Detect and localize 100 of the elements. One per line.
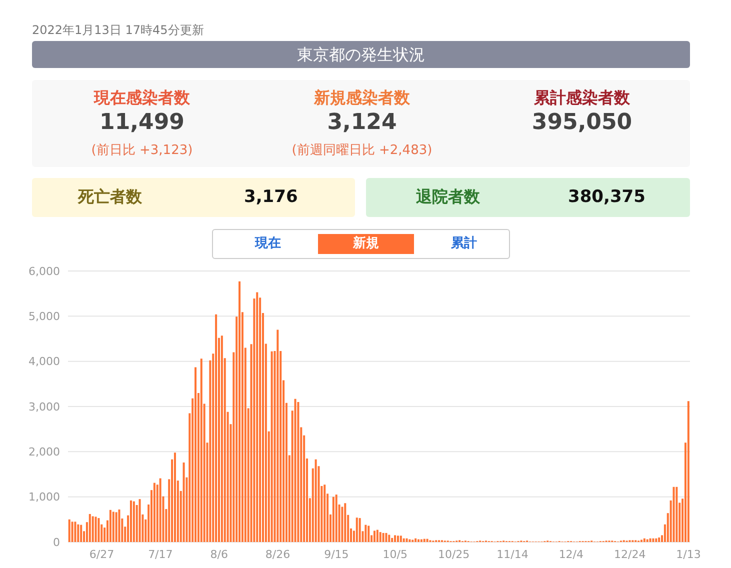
text: 新規 (318, 234, 414, 254)
bar (115, 512, 118, 542)
bar (194, 367, 197, 542)
bar (294, 398, 296, 542)
text: 380,375 (568, 187, 646, 207)
x-tick-label: 9/15 (324, 548, 349, 561)
bar (109, 510, 112, 542)
bar (649, 538, 652, 542)
bar (270, 351, 273, 542)
text: 11,499 (98, 110, 186, 135)
text: (前週同曜日比 +2,483) (290, 142, 434, 159)
bar (276, 330, 279, 542)
bar (98, 518, 100, 542)
text: 現在感染者数 (92, 88, 191, 109)
bar (643, 538, 646, 542)
text: 395,050 (530, 110, 634, 135)
y-tick-label: 0 (53, 536, 60, 549)
bar (159, 478, 162, 542)
bar (646, 539, 648, 542)
x-tick-label: 7/17 (148, 548, 173, 561)
x-tick-label: 12/24 (614, 548, 646, 561)
bar (182, 462, 185, 542)
bar (215, 314, 218, 542)
bar (655, 538, 658, 542)
y-tick-label: 2,000 (28, 446, 60, 459)
bar (385, 532, 388, 542)
bar (335, 494, 338, 542)
bar (687, 401, 690, 542)
text: 2022年1月13日 17時45分更新 (32, 22, 204, 39)
bar (658, 537, 660, 542)
bar (652, 538, 654, 542)
bar (94, 516, 97, 542)
bar (417, 539, 420, 542)
bar (174, 452, 176, 542)
bar (423, 538, 426, 542)
bar (368, 526, 370, 542)
bar (379, 532, 382, 542)
bar (420, 539, 422, 542)
x-tick-label: 8/26 (265, 548, 290, 561)
x-tick-label: 11/14 (496, 548, 528, 561)
bar (388, 534, 390, 542)
bar (92, 516, 94, 542)
text: 退院者数 (416, 187, 480, 208)
text: 3,124 (326, 110, 398, 135)
x-tick-label: 10/25 (438, 548, 470, 561)
text: 累計 (450, 234, 478, 253)
y-tick-label: 3,000 (28, 400, 60, 414)
text: 現在 (254, 235, 282, 253)
bar (394, 535, 396, 542)
bar (414, 538, 417, 542)
bar (396, 536, 399, 542)
bar (676, 486, 678, 542)
text: (前日比 +3,123) (90, 142, 194, 159)
bar (153, 482, 156, 542)
bar (80, 524, 82, 542)
x-tick-label: 10/5 (382, 548, 408, 561)
bar (256, 292, 258, 542)
bar (406, 538, 408, 542)
bar (130, 500, 132, 542)
y-tick-label: 5,000 (28, 310, 60, 324)
bar (373, 530, 376, 542)
bar (672, 486, 675, 542)
bar (402, 538, 405, 542)
bar (324, 484, 326, 542)
text: 東京都の発生状況 (32, 41, 690, 68)
y-tick-label: 6,000 (28, 264, 60, 278)
text: 3,176 (244, 187, 298, 207)
bar (382, 532, 384, 542)
bar (238, 281, 241, 542)
bar (356, 518, 358, 542)
y-tick-label: 1,000 (28, 490, 60, 504)
bar (408, 539, 411, 542)
x-tick-label: 12/4 (558, 548, 584, 561)
text: 累計感染者数 (533, 88, 631, 109)
x-tick-label: 1/13 (676, 548, 701, 561)
bar (426, 538, 428, 542)
bar (400, 536, 402, 542)
bar (200, 358, 202, 542)
text: 新規感染者数 (312, 88, 411, 109)
bar (138, 499, 141, 542)
bar (77, 524, 80, 542)
bar (376, 530, 378, 542)
bar (88, 514, 91, 542)
bar (220, 336, 223, 542)
bar (391, 538, 394, 542)
bar (341, 506, 344, 542)
bar (132, 501, 135, 542)
bar (112, 512, 114, 542)
x-tick-label: 6/27 (89, 548, 114, 561)
x-tick-label: 8/6 (210, 548, 228, 561)
bar (74, 522, 76, 542)
bar (118, 509, 120, 542)
bar (297, 402, 300, 542)
bar (71, 522, 74, 542)
bar (314, 459, 317, 542)
bar (332, 496, 334, 542)
bar (344, 503, 346, 542)
y-tick-label: 4,000 (28, 355, 60, 368)
bar (68, 519, 70, 542)
bar (364, 524, 367, 542)
